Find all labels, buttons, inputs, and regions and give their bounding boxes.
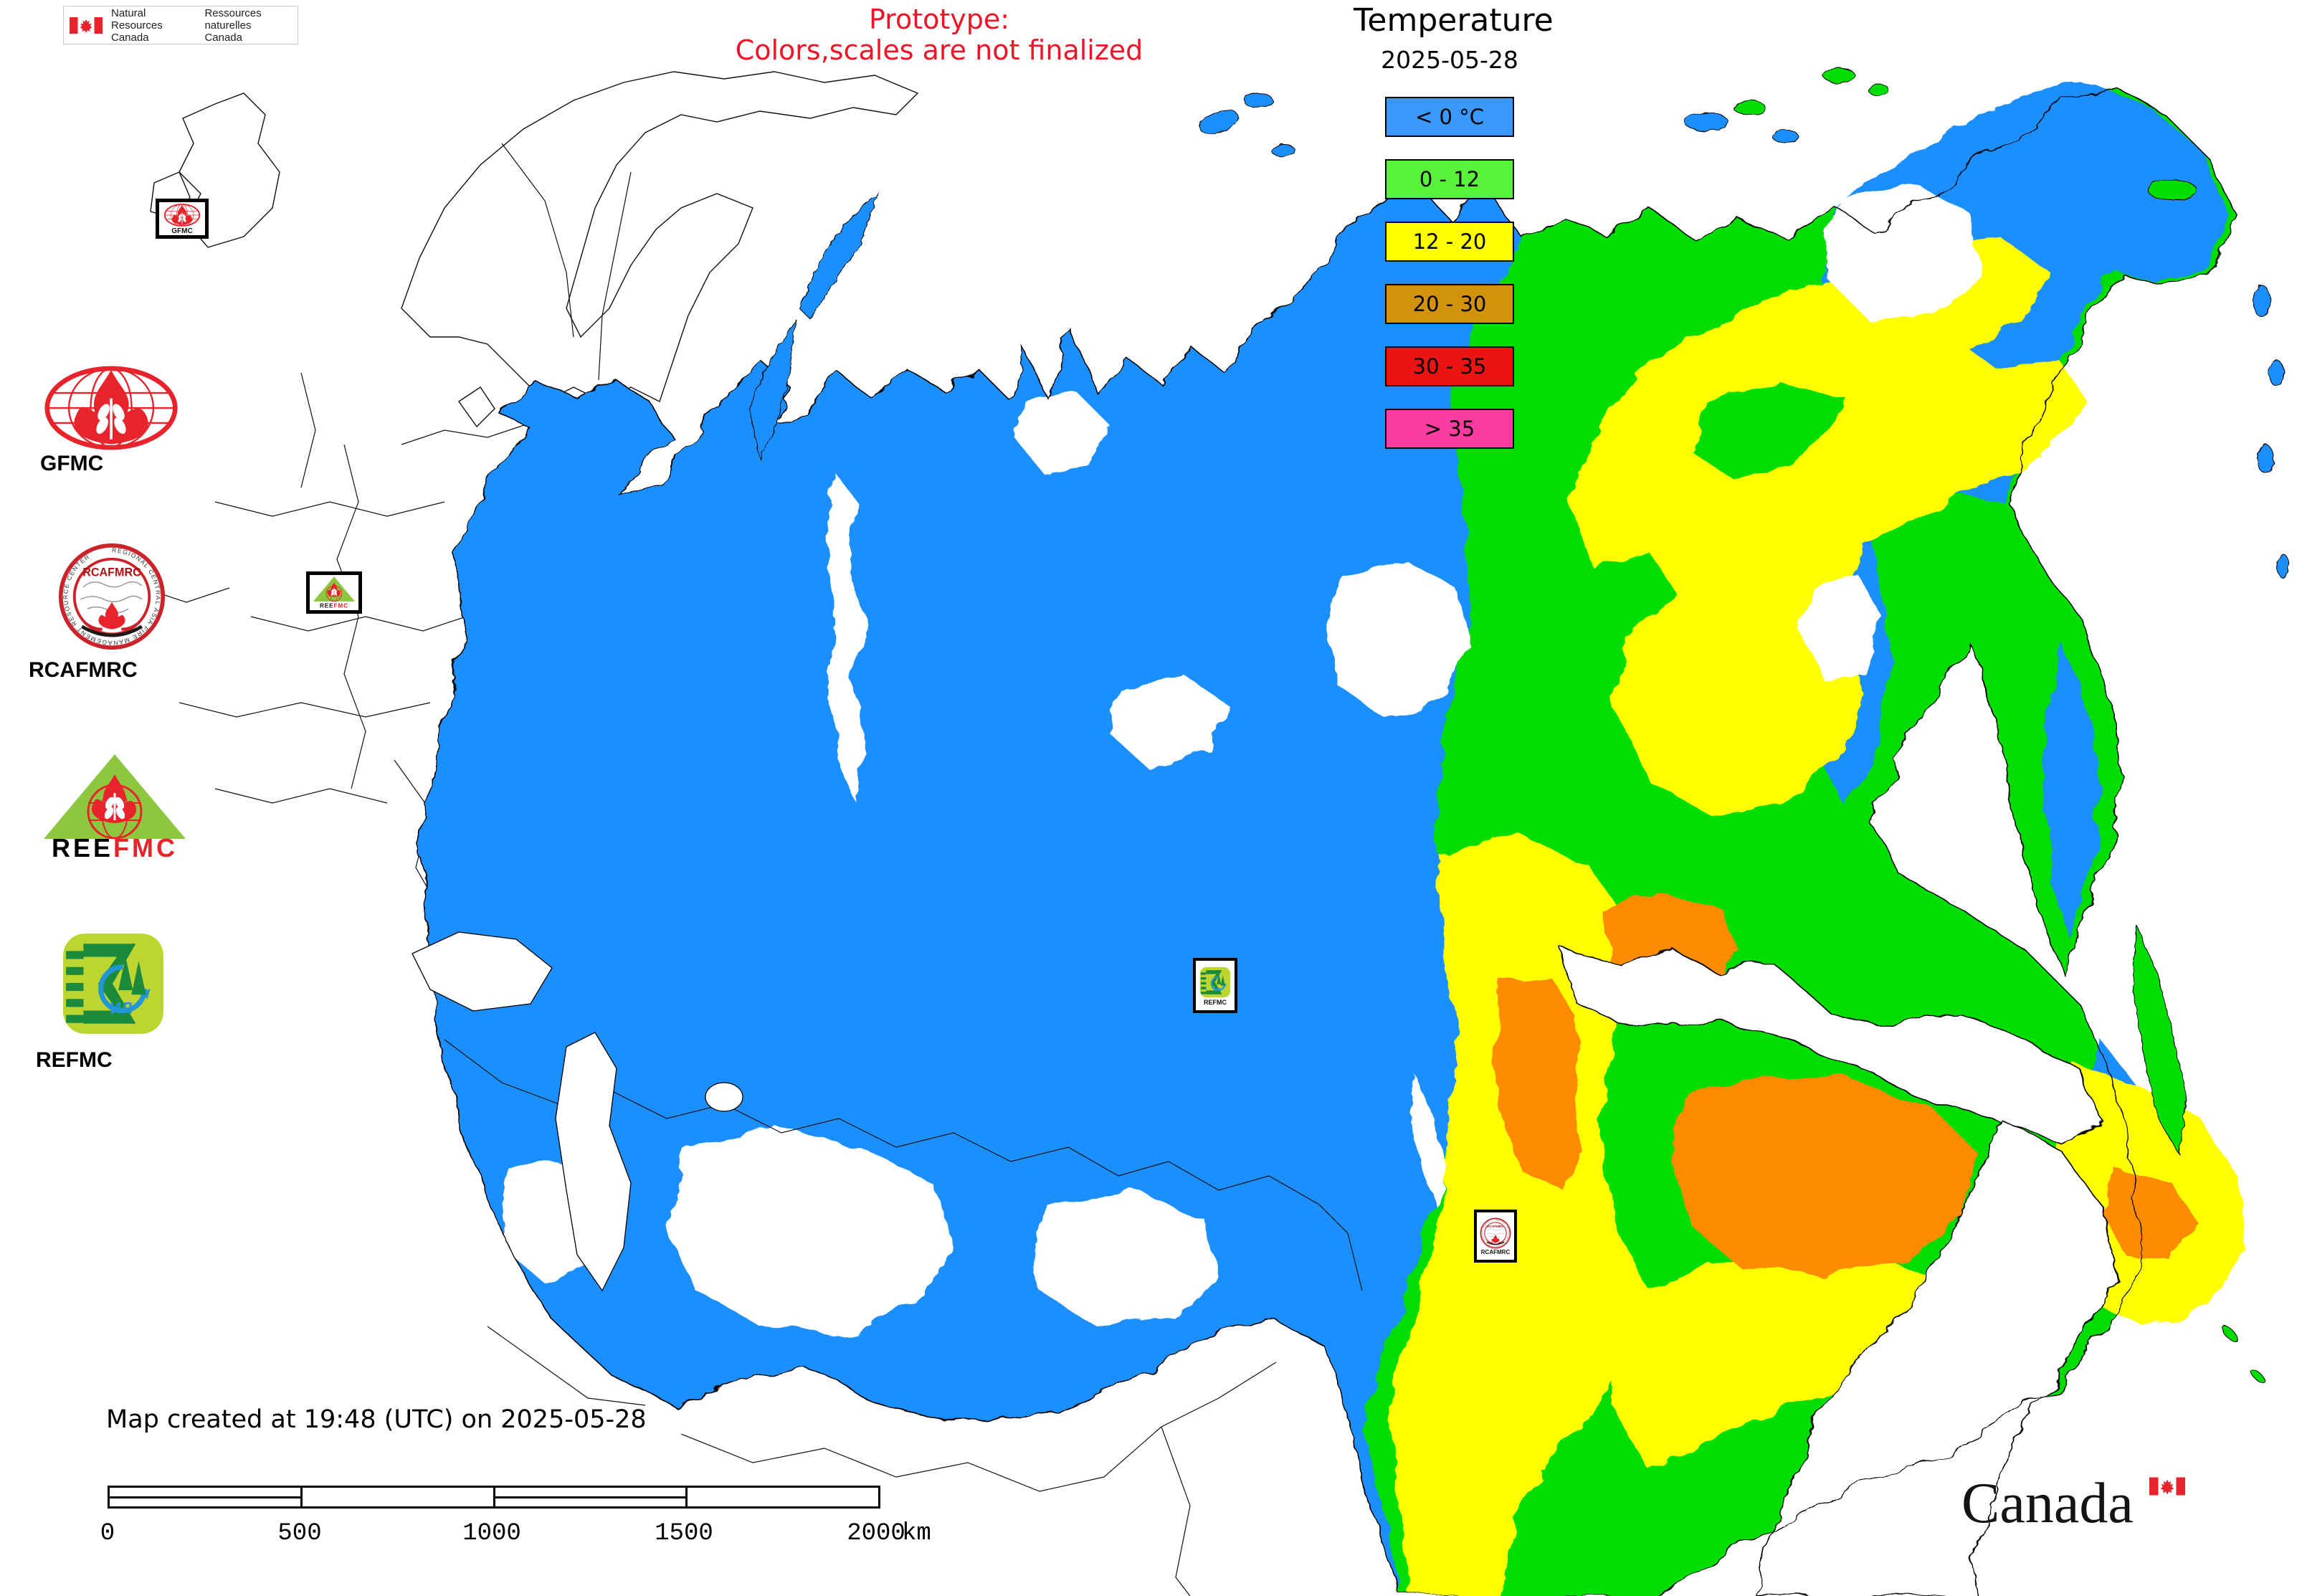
islands [748, 67, 2291, 1384]
scale-bar [108, 1486, 880, 1509]
prototype-note-line1: Prototype: [868, 4, 1010, 35]
border-lines [412, 931, 1363, 1596]
refmc-logo-icon [1199, 966, 1232, 999]
scale-tick-1500: 1500 [655, 1520, 713, 1547]
scale-tick-500: 500 [277, 1520, 322, 1547]
temperature-legend: Temperature 2025-05-28 < 0 °C 0 - 12 12 … [1354, 2, 1554, 449]
legend-swatch-0-12: 0 - 12 [1385, 159, 1514, 199]
nrcan-en-line2: Canada [111, 31, 149, 44]
prototype-note-line2: Colors,scales are not finalized [735, 34, 1143, 66]
map-marker-refmc: REFMC [1193, 958, 1237, 1013]
scale-tick-2000: 2000 [847, 1520, 905, 1547]
temperature-data-layer [419, 82, 2244, 1596]
reefmc-wordmark: REEFMC [51, 833, 178, 863]
gfmc-label: GFMC [40, 452, 104, 475]
reefmc-logo-icon [312, 576, 356, 609]
gfmc-logo-icon [163, 203, 201, 227]
rcafmrc-logo-icon [57, 542, 166, 651]
scale-tick-1000: 1000 [462, 1520, 521, 1547]
legend-swatch-30-35: 30 - 35 [1385, 346, 1514, 386]
nrcan-signature: Natural Resources Canada Ressources natu… [63, 6, 298, 44]
legend-date: 2025-05-28 [1381, 46, 1518, 74]
scale-segment [110, 1488, 303, 1506]
refmc-label: REFMC [36, 1048, 113, 1072]
map-marker-rcafmrc: RCAFMRC [1474, 1210, 1517, 1263]
gfmc-logo-icon [43, 363, 179, 453]
refmc-logo-icon [59, 929, 168, 1038]
scale-unit: km [902, 1520, 931, 1547]
map-created-note: Map created at 19:48 (UTC) on 2025-05-28 [106, 1405, 647, 1434]
nrcan-en-line1: Natural Resources [111, 6, 163, 32]
map-marker-gfmc: GFMC [156, 199, 209, 239]
canada-wordmark-flag-icon [2149, 1477, 2185, 1496]
prototype-note: Prototype: Colors,scales are not finaliz… [681, 4, 1197, 66]
nrcan-fr-line2: Canada [204, 31, 242, 44]
rcafmrc-label: RCAFMRC [29, 658, 138, 682]
canada-flag-icon [70, 16, 103, 34]
scale-tick-0: 0 [100, 1520, 115, 1547]
legend-swatch-12-20: 12 - 20 [1385, 222, 1514, 262]
map-marker-reefmc [306, 571, 362, 614]
scale-segment [688, 1488, 878, 1506]
nrcan-fr-line1: Ressources naturelles [204, 6, 262, 32]
legend-swatch-above-35: > 35 [1385, 409, 1514, 449]
legend-swatch-20-30: 20 - 30 [1385, 284, 1514, 324]
scale-segment [303, 1488, 495, 1506]
rcafmrc-logo-icon [1480, 1217, 1511, 1249]
reefmc-logo-icon [39, 751, 190, 842]
legend-swatch-below-0: < 0 °C [1385, 97, 1514, 137]
legend-title: Temperature [1354, 2, 1554, 39]
canada-wordmark: Canada [1961, 1472, 2134, 1535]
scale-segment [495, 1488, 688, 1506]
